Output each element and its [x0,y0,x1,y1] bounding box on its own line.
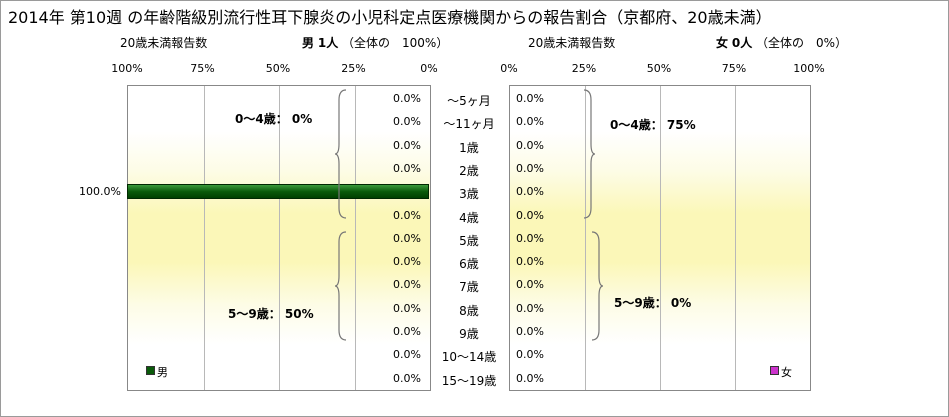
female-value-label: 0.0% [516,301,544,315]
female-legend-swatch [770,366,779,375]
male-annotation-0-4: 0～4歳： 0% [235,112,313,126]
female-value-label: 0.0% [516,231,544,245]
male-value-label: 0.0% [393,161,421,175]
female-value-label: 0.0% [516,185,544,199]
male-value-label: 0.0% [393,325,421,338]
female-0-4-brace [583,89,596,219]
female-x-tick: 25% [571,62,597,75]
category-label: 5歳 [459,233,479,248]
category-label: 9歳 [459,327,479,341]
female-x-tick: 100% [793,62,825,75]
category-label: 4歳 [459,210,479,225]
male-value-label: 0.0% [393,115,421,129]
male-x-tick: 25% [341,62,366,75]
category-label: 3歳 [459,187,479,202]
category-label: 1歳 [459,140,479,155]
male-annotation-5-9: 5～9歳： 50% [228,307,314,321]
category-label: ～5ヶ月 [447,94,491,108]
female-5-9-brace [591,231,604,341]
female-gridline [735,86,736,390]
male-count-label: 20歳未満報告数 [120,36,208,50]
male-legend: 男 [146,364,168,380]
female-value-label: 0.0% [516,208,544,222]
male-value-label: 0.0% [393,371,421,385]
male-gridline [203,86,205,390]
male-bar [127,184,429,200]
female-gridline [585,86,586,390]
female-value-label: 0.0% [516,278,544,292]
female-count-label: 20歳未満報告数 [528,36,616,50]
chart-title: 2014年 第10週 の年齢階級別流行性耳下腺炎の小児科定点医療機関からの報告割… [8,8,772,27]
female-value-label: 0.0% [516,115,544,129]
female-legend-label: 女 [781,366,792,379]
category-label: 7歳 [459,280,479,295]
female-plot-area [509,85,811,391]
category-label: 2歳 [459,163,479,178]
female-x-tick: 50% [646,62,672,75]
male-x-tick: 75% [190,62,215,75]
male-summary: 男 1人 （全体の 100%） [302,34,448,51]
category-label: 15～19歳 [441,373,497,388]
male-value-label: 100.0% [79,185,121,199]
male-legend-label: 男 [157,366,168,379]
male-count-text: 1人 [317,36,339,50]
category-label: 8歳 [459,303,479,318]
female-share-text: （全体の 0%） [756,36,848,50]
female-value-label: 0.0% [516,348,544,362]
male-value-label: 0.0% [393,278,421,292]
male-value-label: 0.0% [393,231,421,245]
male-x-tick: 0% [420,62,438,75]
female-summary: 女 0人 （全体の 0%） [716,34,847,51]
female-gridline [660,86,661,390]
female-x-tick: 0% [500,62,518,75]
female-value-label: 0.0% [516,92,544,105]
male-gridline [354,86,356,390]
category-label: 6歳 [459,257,479,272]
female-value-label: 0.0% [516,255,544,269]
female-value-label: 0.0% [516,138,544,152]
female-count-text: 0人 [731,36,753,50]
female-gender-label: 女 [716,36,729,50]
male-value-label: 0.0% [393,301,421,315]
male-gender-label: 男 [302,36,315,50]
female-value-label: 0.0% [516,325,544,338]
male-x-tick: 100% [111,62,143,75]
category-label: ～11ヶ月 [443,117,495,132]
male-value-label: 0.0% [393,138,421,152]
female-x-tick: 75% [721,62,747,75]
male-share-text: （全体の 100%） [342,36,449,50]
female-value-label: 0.0% [516,371,544,385]
male-value-label: 0.0% [393,92,421,105]
category-label: 10～14歳 [441,350,497,365]
male-gridline [279,86,280,390]
female-annotation-5-9: 5～9歳： 0% [614,296,692,310]
male-0-4-brace [334,89,347,219]
male-plot-area [127,85,431,391]
male-x-tick: 50% [265,62,291,75]
male-legend-swatch [146,366,155,375]
female-value-label: 0.0% [516,161,544,175]
female-legend: 女 [770,364,792,380]
male-value-label: 0.0% [393,208,421,222]
male-value-label: 0.0% [393,348,421,362]
female-annotation-0-4: 0～4歳： 75% [610,118,696,132]
male-value-label: 0.0% [393,255,421,269]
male-5-9-brace [334,231,347,341]
